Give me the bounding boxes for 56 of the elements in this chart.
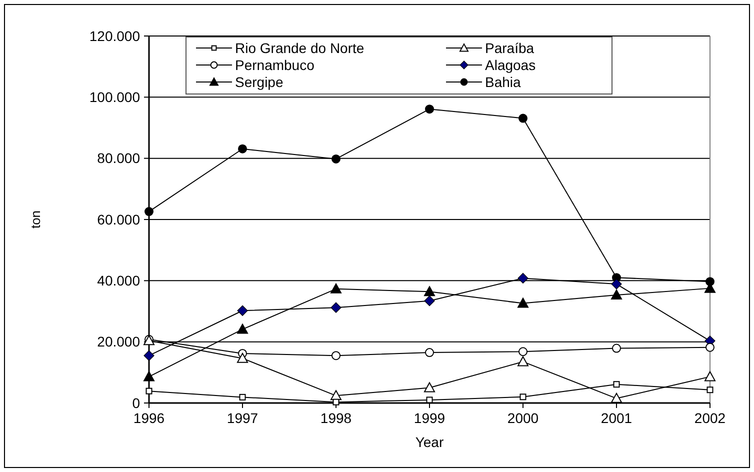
point bbox=[518, 272, 528, 284]
legend-label: Alagoas bbox=[485, 56, 536, 73]
point bbox=[518, 298, 528, 308]
legend-label: Bahia bbox=[485, 74, 522, 90]
legend-label: Paraíba bbox=[485, 40, 534, 56]
point bbox=[611, 278, 622, 290]
x-tick-label: 1996 bbox=[133, 410, 165, 426]
point bbox=[237, 305, 248, 316]
point bbox=[330, 283, 342, 294]
x-tick-label: 2000 bbox=[507, 410, 539, 426]
point bbox=[424, 382, 435, 392]
legend-label: Pernambuco bbox=[235, 56, 315, 73]
point bbox=[520, 394, 526, 400]
point bbox=[518, 347, 528, 356]
point bbox=[706, 386, 714, 394]
point bbox=[612, 344, 621, 353]
point bbox=[425, 104, 434, 114]
legend-label: Rio Grande do Norte bbox=[235, 40, 364, 56]
point bbox=[518, 114, 528, 123]
y-tick-label: 0 bbox=[132, 394, 140, 411]
y-tick-label: 20.000 bbox=[97, 334, 140, 350]
point bbox=[424, 286, 435, 296]
y-tick-label: 120.000 bbox=[89, 28, 140, 44]
point bbox=[706, 342, 714, 352]
x-tick-label: 1997 bbox=[226, 410, 258, 426]
y-tick-label: 100.000 bbox=[89, 89, 140, 106]
point bbox=[426, 396, 433, 404]
legend-label: Sergipe bbox=[235, 74, 284, 90]
point bbox=[611, 290, 622, 300]
point bbox=[332, 351, 340, 360]
point bbox=[144, 371, 154, 382]
point bbox=[146, 388, 152, 394]
point bbox=[144, 350, 154, 361]
point bbox=[332, 154, 340, 164]
y-axis-title: ton bbox=[28, 210, 43, 229]
y-tick-label: 40.000 bbox=[97, 272, 140, 289]
point bbox=[704, 371, 716, 382]
point bbox=[332, 398, 340, 406]
point bbox=[239, 394, 246, 400]
y-tick-label: 60.000 bbox=[97, 211, 140, 228]
point bbox=[238, 144, 247, 154]
point bbox=[613, 381, 620, 388]
point bbox=[424, 296, 435, 306]
point bbox=[518, 356, 528, 366]
x-axis-title: Year bbox=[415, 434, 444, 450]
point bbox=[330, 302, 342, 313]
point bbox=[425, 348, 434, 358]
point bbox=[237, 324, 248, 334]
x-tick-label: 1999 bbox=[414, 410, 446, 426]
x-tick-label: 2001 bbox=[600, 410, 632, 426]
point bbox=[237, 352, 248, 363]
point bbox=[611, 392, 622, 403]
point bbox=[144, 207, 154, 216]
y-tick-label: 80.000 bbox=[97, 150, 140, 166]
x-tick-label: 2002 bbox=[694, 410, 726, 426]
x-tick-label: 1998 bbox=[320, 410, 352, 426]
